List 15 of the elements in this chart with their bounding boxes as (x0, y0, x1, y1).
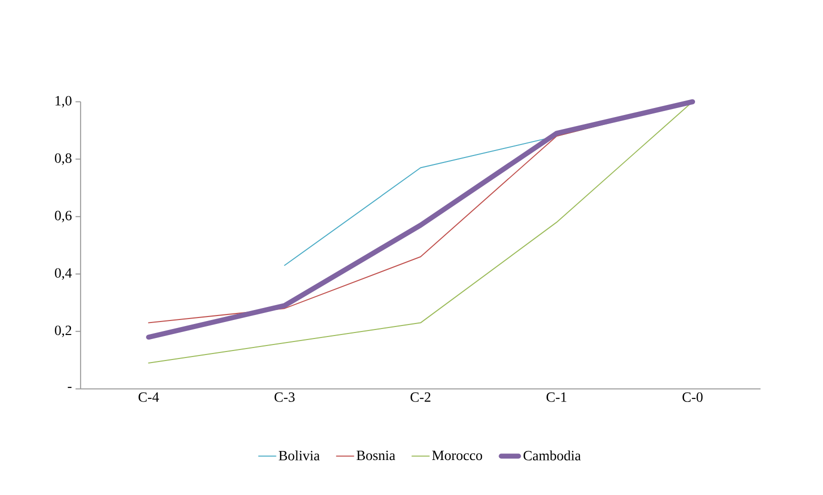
legend-label: Bolivia (278, 450, 320, 461)
x-tick-label: C-1 (546, 392, 566, 402)
y-tick-label: 0,8 (54, 154, 72, 166)
x-tick-label: C-4 (138, 392, 159, 402)
y-tick-label: 0,6 (54, 211, 72, 223)
y-tick-label: - (68, 387, 72, 388)
legend-label: Morocco (432, 450, 482, 460)
legend-label: Cambodia (524, 450, 581, 461)
x-tick-label: C-0 (682, 392, 703, 402)
y-tick-label: 0,4 (54, 268, 72, 280)
y-tick-label: 0,2 (54, 326, 72, 338)
x-tick-label: C-3 (274, 392, 295, 402)
y-tick-label: 1,0 (56, 96, 72, 108)
x-tick-label: C-2 (410, 392, 430, 402)
legend-label: Bosnia (356, 450, 396, 460)
